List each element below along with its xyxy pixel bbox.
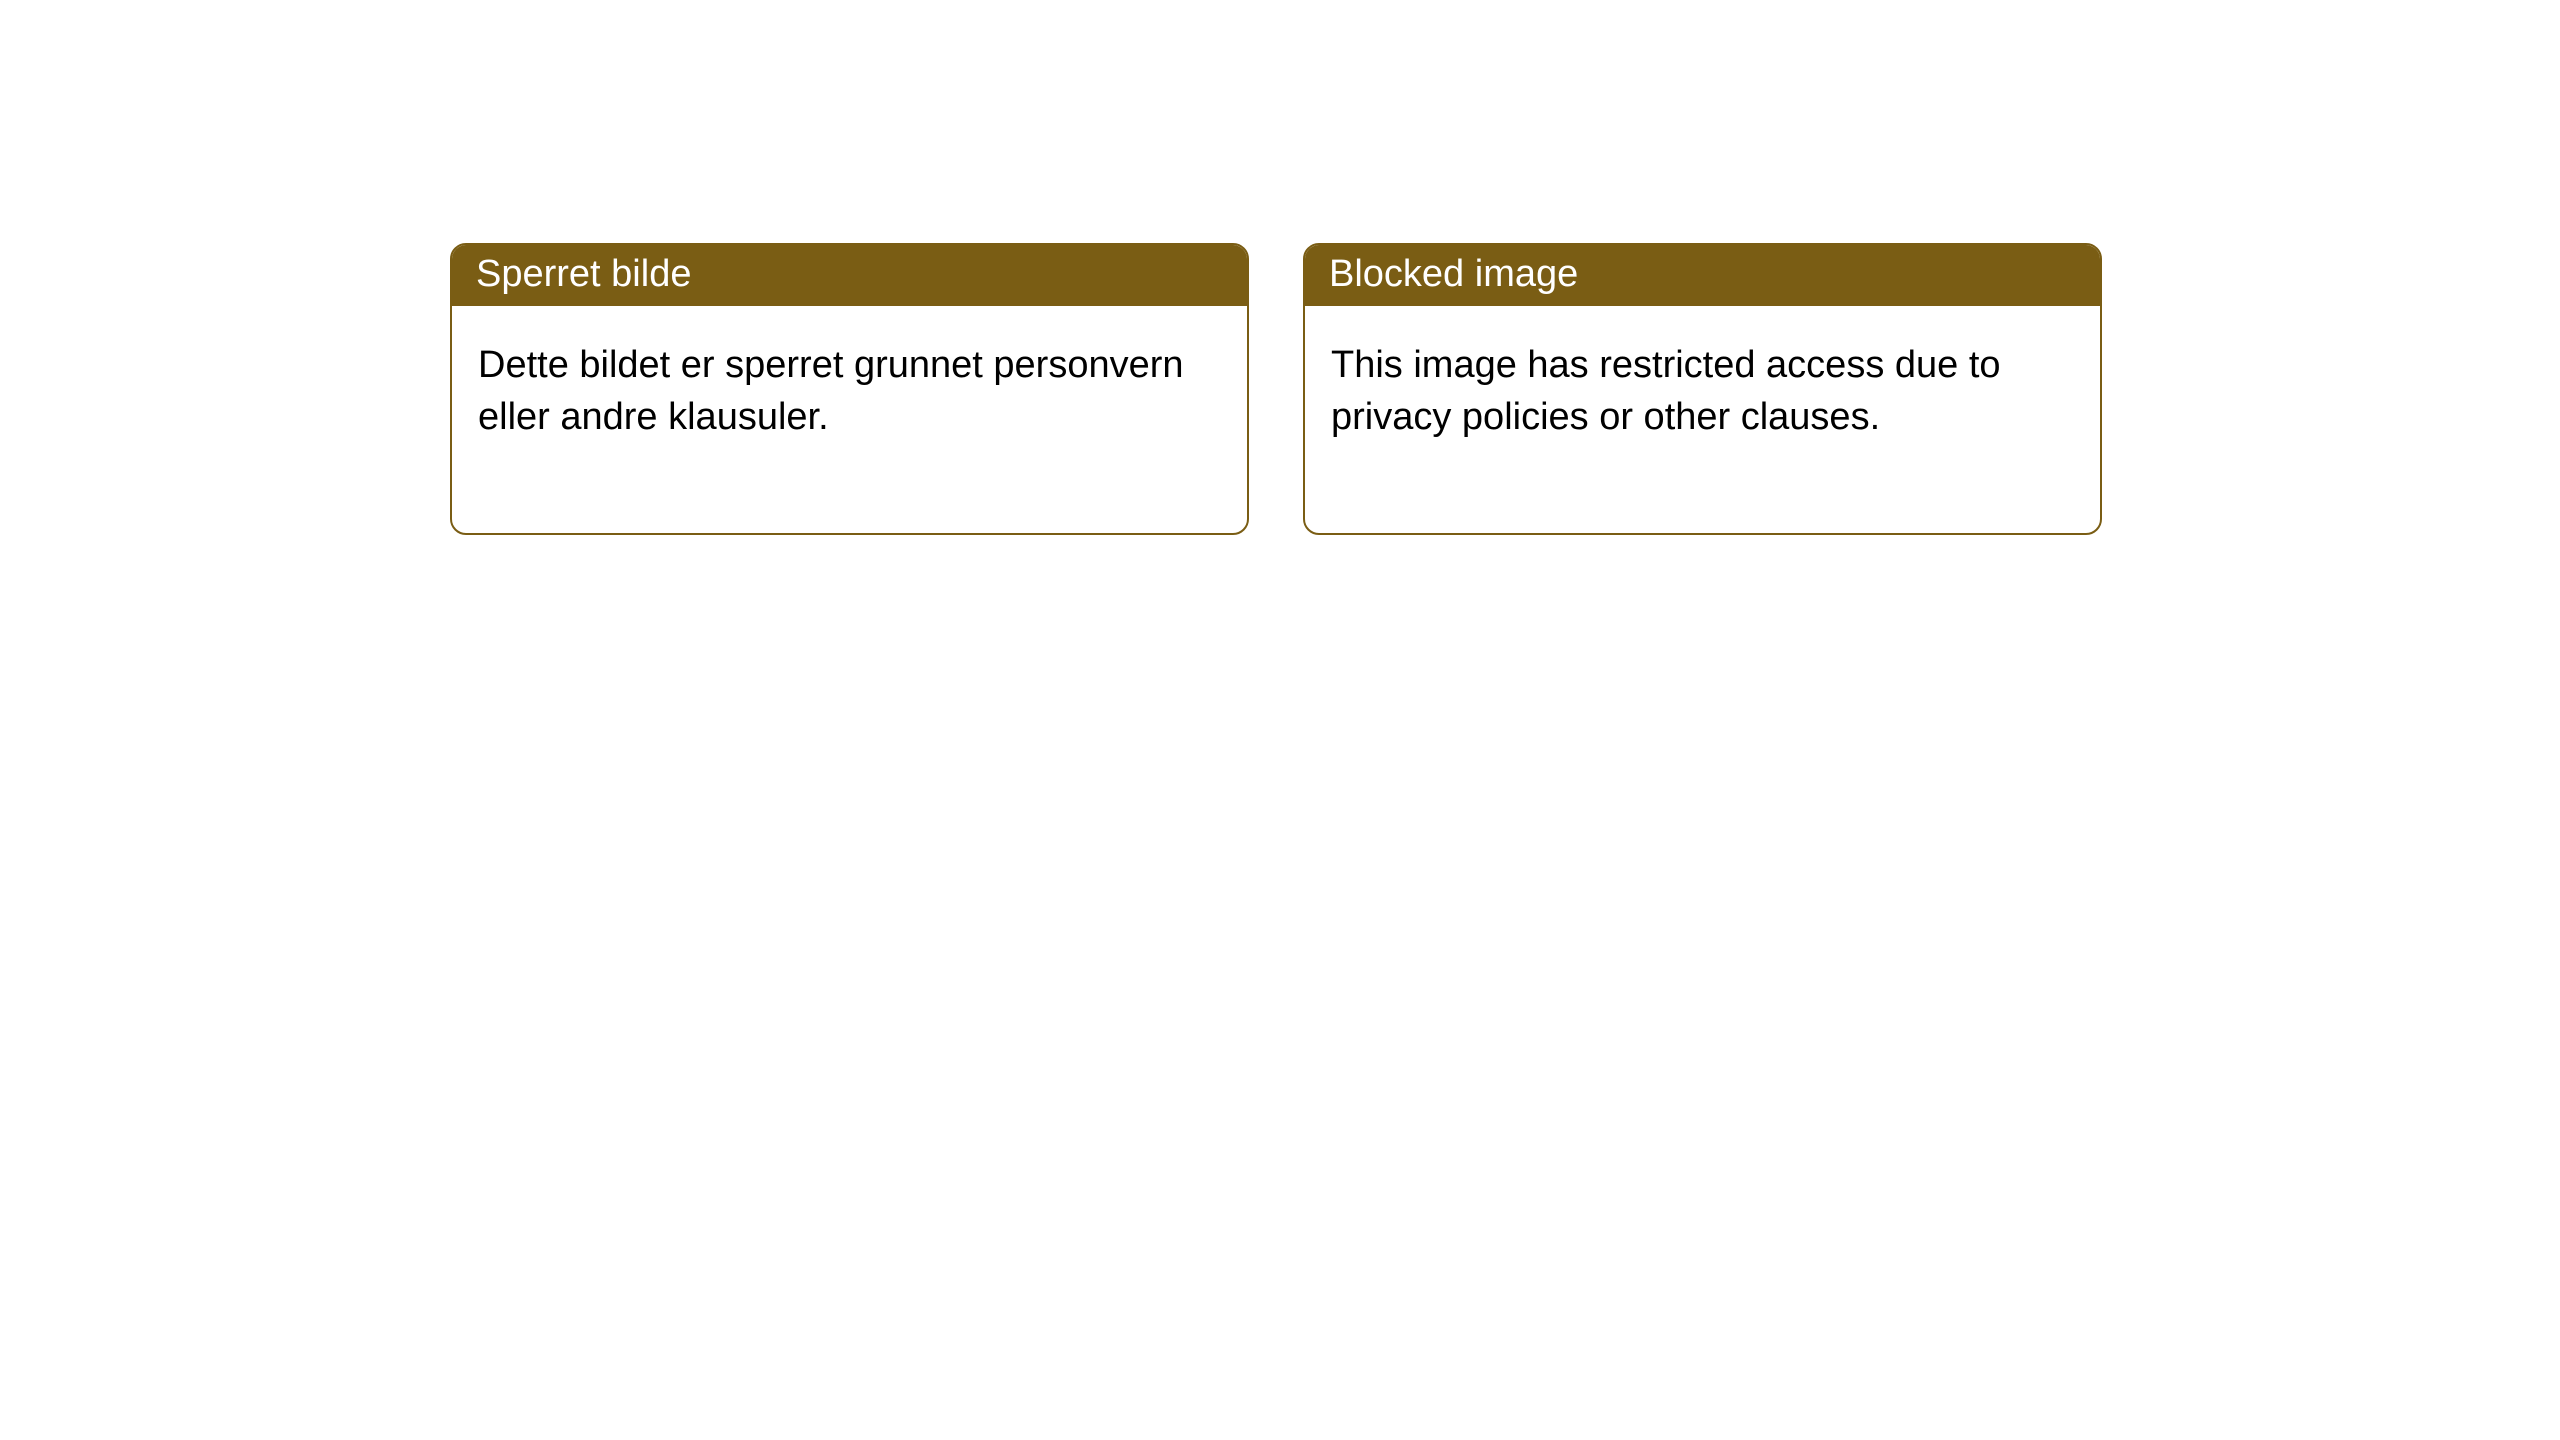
notice-header: Blocked image (1305, 245, 2100, 306)
notice-header: Sperret bilde (452, 245, 1247, 306)
notice-card-english: Blocked image This image has restricted … (1303, 243, 2102, 535)
notice-body: Dette bildet er sperret grunnet personve… (452, 306, 1247, 533)
notice-card-norwegian: Sperret bilde Dette bildet er sperret gr… (450, 243, 1249, 535)
notice-container: Sperret bilde Dette bildet er sperret gr… (0, 0, 2560, 535)
notice-body: This image has restricted access due to … (1305, 306, 2100, 533)
